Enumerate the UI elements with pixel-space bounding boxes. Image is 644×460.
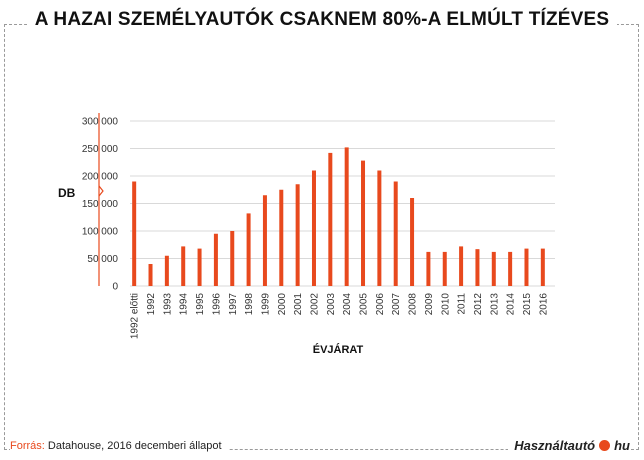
bar (410, 198, 415, 286)
x-tick-label: 2004 (342, 293, 353, 316)
x-tick-label: 1998 (244, 293, 255, 316)
y-tick-label: 50 000 (87, 254, 118, 265)
bar (491, 251, 496, 286)
bar (132, 181, 137, 286)
bar (540, 248, 545, 286)
x-tick-label: 2009 (424, 293, 435, 316)
y-tick-label: 250 000 (82, 144, 119, 155)
bar (164, 255, 169, 286)
x-tick-label: 1992 (146, 293, 157, 316)
y-axis-label: DB (58, 186, 76, 200)
x-tick-label: 1993 (162, 293, 173, 316)
bar (311, 170, 316, 286)
bar (181, 246, 186, 286)
bar (475, 249, 480, 286)
bar (393, 181, 398, 286)
bar (246, 213, 251, 286)
x-tick-label: 1995 (195, 293, 206, 316)
x-tick-label: 1999 (260, 293, 271, 316)
y-tick-label: 300 000 (82, 117, 119, 128)
brand-domain: hu (614, 438, 630, 453)
footer-divider (4, 449, 639, 450)
bar (459, 246, 464, 286)
bar (344, 147, 349, 286)
x-tick-label: 2008 (408, 293, 419, 316)
y-tick-label: 200 000 (82, 172, 119, 183)
x-tick-label: 2006 (375, 293, 386, 316)
bar (213, 233, 218, 286)
brand-name: Használtautó (514, 438, 596, 453)
y-tick-label: 100 000 (82, 227, 119, 238)
bar (295, 184, 300, 286)
bar (262, 195, 267, 286)
x-tick-label: 1997 (228, 293, 239, 316)
x-tick-label: 2012 (473, 293, 484, 316)
y-axis-chevron (98, 185, 104, 197)
bar (230, 231, 235, 286)
bar (197, 248, 202, 286)
x-axis-label: ÉVJÁRAT (313, 343, 364, 356)
x-tick-label: 2000 (277, 293, 288, 316)
source-text: Datahouse, 2016 decemberi állapot (44, 440, 222, 452)
x-tick-label: 2015 (522, 293, 533, 316)
x-tick-label: 2002 (309, 293, 320, 316)
bar (508, 251, 513, 286)
brand-logo[interactable]: Használtautó hu (508, 438, 630, 453)
y-tick-label: 150 000 (82, 199, 119, 210)
x-tick-label: 2014 (506, 293, 517, 316)
bar (426, 251, 431, 286)
bar (279, 189, 284, 286)
chart-title: A HAZAI SZEMÉLYAUTÓK CSAKNEM 80%-A ELMÚL… (0, 9, 644, 31)
x-tick-label: 2011 (457, 293, 468, 315)
x-tick-label: 2010 (440, 293, 451, 316)
x-tick-label: 1992 előtti (130, 293, 141, 339)
chart-title-text: A HAZAI SZEMÉLYAUTÓK CSAKNEM 80%-A ELMÚL… (26, 9, 618, 30)
x-tick-label: 1996 (211, 293, 222, 316)
bar (442, 251, 447, 286)
bar (361, 160, 366, 286)
bar (328, 152, 333, 286)
source-label: Forrás: (10, 440, 45, 452)
x-tick-label: 2005 (359, 293, 370, 316)
y-tick-label: 0 (112, 282, 118, 293)
x-tick-label: 2013 (489, 293, 500, 316)
bar (524, 248, 529, 286)
source-note: Forrás: Datahouse, 2016 decemberi állapo… (10, 440, 228, 452)
bar (377, 170, 382, 286)
bar (148, 264, 153, 286)
x-tick-label: 1994 (179, 293, 190, 316)
x-tick-label: 2007 (391, 293, 402, 316)
x-tick-label: 2001 (293, 293, 304, 316)
x-tick-label: 2016 (538, 293, 549, 316)
brand-dot-icon (599, 440, 611, 451)
x-tick-label: 2003 (326, 293, 337, 316)
